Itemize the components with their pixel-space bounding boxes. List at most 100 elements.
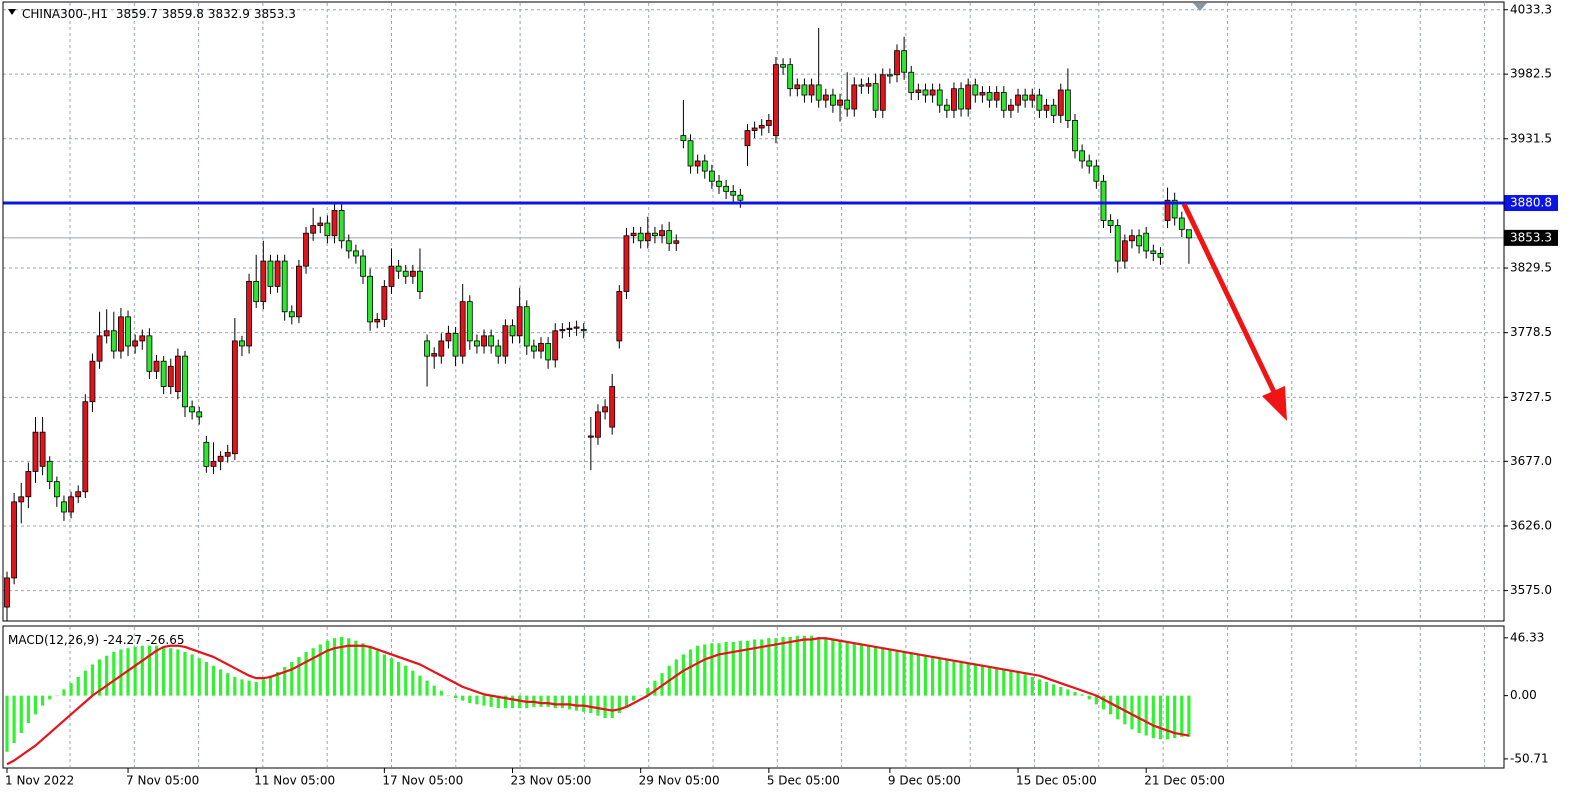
y-tick-label: 3677.0 bbox=[1510, 454, 1552, 468]
candle-body bbox=[32, 431, 39, 472]
macd-bar bbox=[261, 679, 265, 696]
macd-bar bbox=[268, 675, 273, 696]
candle-body bbox=[1072, 119, 1078, 152]
macd-bar bbox=[824, 638, 828, 696]
candle-body bbox=[1143, 232, 1150, 252]
candle-body bbox=[894, 50, 900, 76]
candle-body bbox=[609, 386, 616, 428]
shift-marker[interactable] bbox=[1193, 3, 1207, 11]
price-label-box bbox=[1504, 229, 1558, 246]
macd-bar bbox=[5, 695, 9, 752]
macd-bar bbox=[724, 641, 728, 696]
macd-frame bbox=[2, 625, 1505, 769]
candle-body bbox=[965, 84, 972, 110]
candle-body bbox=[644, 232, 651, 242]
macd-bar bbox=[617, 695, 621, 714]
macd-bar bbox=[952, 660, 956, 696]
plot-layer: 4033.3 3982.5 3931.5 3880.8 3829.5 3778.5 3727… bbox=[3, 2, 1558, 788]
macd-bar bbox=[90, 664, 95, 696]
y-tick-label: 3778.5 bbox=[1510, 325, 1552, 339]
macd-bar bbox=[1066, 689, 1070, 696]
candle-body bbox=[424, 340, 430, 357]
macd-bar bbox=[560, 695, 564, 709]
x-tick-label: 23 Nov 05:00 bbox=[511, 774, 592, 788]
macd-bar bbox=[866, 645, 871, 696]
macd-label: MACD(12,26,9) bbox=[8, 633, 99, 647]
candle-body bbox=[118, 316, 124, 352]
candle-body bbox=[616, 291, 623, 342]
macd-bar bbox=[1059, 686, 1063, 696]
macd-bar bbox=[397, 661, 401, 696]
macd-bar bbox=[325, 640, 329, 696]
candle-body bbox=[830, 94, 836, 106]
macd-bar bbox=[83, 670, 87, 696]
macd-bar bbox=[802, 635, 807, 696]
candle-body bbox=[908, 71, 915, 93]
candle-body bbox=[580, 329, 587, 332]
candle-body bbox=[239, 340, 245, 347]
candle-body bbox=[545, 343, 552, 361]
x-tick-label: 17 Nov 05:00 bbox=[382, 774, 463, 788]
candle-body bbox=[388, 265, 395, 287]
candle-body bbox=[958, 88, 964, 110]
candle-body bbox=[260, 260, 267, 303]
candle-body bbox=[153, 360, 160, 372]
macd-bar bbox=[1130, 695, 1134, 730]
macd-bar bbox=[760, 639, 764, 696]
candle-body bbox=[602, 406, 608, 413]
candle-body bbox=[630, 232, 637, 237]
candle-body bbox=[744, 130, 751, 147]
candle-body bbox=[516, 306, 523, 337]
candle-body bbox=[865, 83, 872, 87]
macd-bar bbox=[596, 695, 600, 716]
macd-bar bbox=[567, 695, 572, 710]
candle-body bbox=[1029, 94, 1036, 101]
macd-bar bbox=[1080, 694, 1084, 696]
candle-body bbox=[402, 270, 409, 277]
candle-body bbox=[1178, 217, 1185, 230]
candle-body bbox=[552, 330, 559, 361]
candle-body bbox=[623, 235, 630, 292]
last-close: 3853.3 bbox=[254, 7, 296, 21]
macd-bar bbox=[1030, 676, 1034, 696]
candle-body bbox=[317, 222, 324, 226]
candle-body bbox=[680, 135, 687, 142]
candle-body bbox=[851, 84, 858, 110]
candle-body bbox=[82, 401, 89, 493]
macd-bar bbox=[33, 695, 38, 715]
symbol-info: CHINA300-,H1 3859.7 3859.8 3832.9 3853.3 bbox=[22, 7, 296, 21]
macd-bar bbox=[809, 635, 814, 696]
macd-bar bbox=[923, 655, 928, 696]
candle-body bbox=[103, 330, 110, 337]
candle-body bbox=[780, 64, 786, 68]
macd-bar bbox=[389, 658, 394, 696]
candle-body bbox=[509, 325, 516, 337]
candle-body bbox=[1136, 235, 1142, 247]
macd-bar bbox=[1151, 695, 1155, 739]
candle-body bbox=[203, 441, 210, 467]
signal-line bbox=[6, 637, 1190, 766]
main-frame bbox=[2, 1, 1505, 622]
macd-bar bbox=[1052, 684, 1056, 696]
macd-bar bbox=[482, 695, 486, 706]
candle-body bbox=[929, 89, 936, 96]
candle-body bbox=[901, 50, 908, 73]
macd-bar bbox=[48, 695, 52, 700]
macd-bar bbox=[418, 675, 422, 696]
menu-arrow[interactable] bbox=[8, 9, 16, 15]
trend-arrow-shaft bbox=[1181, 202, 1277, 394]
candle-body bbox=[1050, 104, 1057, 116]
macd-bar bbox=[240, 679, 244, 696]
macd-bar bbox=[97, 659, 102, 696]
macd-bar bbox=[518, 695, 522, 709]
candle-body bbox=[815, 84, 822, 101]
candle-body bbox=[566, 327, 573, 330]
candle-body bbox=[1008, 104, 1014, 111]
macd-bar bbox=[12, 695, 16, 744]
candle-body bbox=[993, 92, 1000, 101]
macd-bar bbox=[831, 639, 835, 696]
macd-bar bbox=[119, 649, 123, 696]
candle-body bbox=[417, 270, 423, 292]
macd-bar bbox=[1016, 671, 1020, 696]
